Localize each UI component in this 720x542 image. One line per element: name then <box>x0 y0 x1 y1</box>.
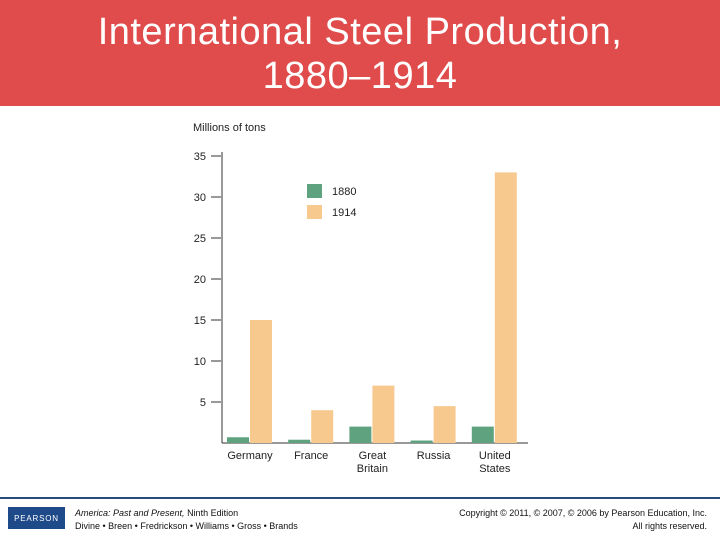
copyright-text: Copyright © 2011, © 2007, © 2006 by Pear… <box>459 508 707 518</box>
title-banner: International Steel Production, 1880–191… <box>0 0 720 106</box>
x-category-label: United States <box>479 450 511 475</box>
y-tick-label: 35 <box>194 151 206 163</box>
bar-1880-united-states <box>471 426 494 443</box>
y-tick-label: 10 <box>194 356 206 368</box>
bar-1880-germany <box>227 437 249 443</box>
x-category-label: Great Britain <box>357 450 388 475</box>
bar-1914-russia <box>433 406 456 443</box>
legend-label-1880: 1880 <box>332 186 356 198</box>
slide-title-line-2: 1880–1914 <box>262 55 458 97</box>
pearson-logo-text: PEARSON <box>14 513 59 523</box>
y-tick-label: 20 <box>194 274 206 286</box>
bar-1914-great-britain <box>372 385 395 443</box>
x-category-label: Germany <box>227 450 273 462</box>
slide-title-line-1: International Steel Production, <box>97 11 623 53</box>
footer: PEARSON America: Past and Present, Ninth… <box>0 497 720 542</box>
bar-1880-russia <box>410 440 433 443</box>
x-category-label: Russia <box>417 450 452 462</box>
footer-copyright: Copyright © 2011, © 2007, © 2006 by Pear… <box>459 507 707 533</box>
y-tick-label: 30 <box>194 192 206 204</box>
bar-1914-germany <box>250 320 272 443</box>
bar-1914-france <box>311 410 334 443</box>
steel-production-bar-chart: Millions of tons 5 10 15 20 25 30 35 Germany Fra… <box>193 122 528 475</box>
x-category-label: France <box>294 450 328 462</box>
rights-text: All rights reserved. <box>632 521 707 531</box>
legend-label-1914: 1914 <box>332 207 356 219</box>
y-axis-label: Millions of tons <box>193 122 266 134</box>
y-tick-label: 5 <box>200 397 206 409</box>
y-tick-label: 15 <box>194 315 206 327</box>
book-title: America: Past and Present, <box>75 508 185 518</box>
book-authors: Divine • Breen • Fredrickson • Williams … <box>75 521 298 531</box>
legend-swatch-1880 <box>307 184 322 198</box>
chart-area: Millions of tons 5 10 15 20 25 30 35 Germany Fra… <box>0 106 720 486</box>
pearson-logo: PEARSON <box>8 507 65 529</box>
legend-swatch-1914 <box>307 205 322 219</box>
bar-1880-france <box>288 439 311 443</box>
y-tick-label: 25 <box>194 233 206 245</box>
book-edition: Ninth Edition <box>184 508 239 518</box>
footer-citation: America: Past and Present, Ninth Edition… <box>75 507 298 533</box>
bar-1914-united-states <box>494 172 517 443</box>
bar-1880-great-britain <box>349 426 372 443</box>
